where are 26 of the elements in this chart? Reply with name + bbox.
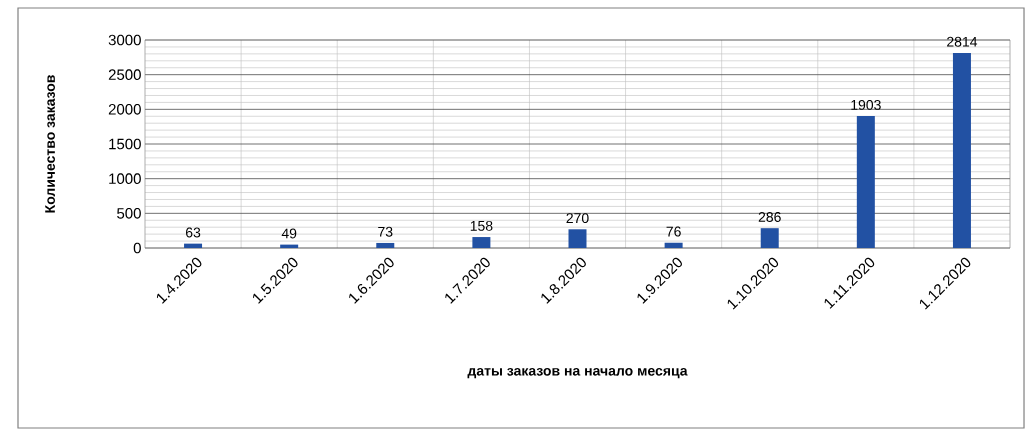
bar [952, 52, 971, 248]
y-tick-label: 1000 [109, 173, 141, 184]
data-label: 49 [281, 228, 297, 239]
bar [568, 229, 587, 248]
x-axis-title: даты заказов на начало месяца [467, 368, 688, 379]
bar [184, 243, 203, 248]
y-tick-label: 500 [117, 208, 141, 219]
data-label: 63 [185, 227, 201, 238]
bar [856, 116, 875, 248]
y-tick-label: 2500 [108, 69, 141, 80]
y-axis-title: Количество заказов [45, 75, 55, 213]
data-label: 2814 [947, 36, 978, 47]
data-label: 1903 [851, 99, 881, 110]
bar [664, 242, 683, 248]
bar [472, 237, 491, 248]
bar [760, 228, 779, 248]
data-label: 73 [378, 226, 393, 237]
data-label: 286 [758, 212, 781, 222]
y-tick-label: 3000 [108, 34, 141, 46]
data-label: 76 [666, 226, 681, 237]
bar [376, 242, 395, 248]
data-label: 158 [470, 220, 493, 231]
y-tick-label: 1500 [109, 138, 141, 150]
y-tick-label: 2000 [108, 104, 141, 115]
y-tick-label: 0 [133, 242, 141, 254]
data-label: 270 [566, 213, 589, 224]
